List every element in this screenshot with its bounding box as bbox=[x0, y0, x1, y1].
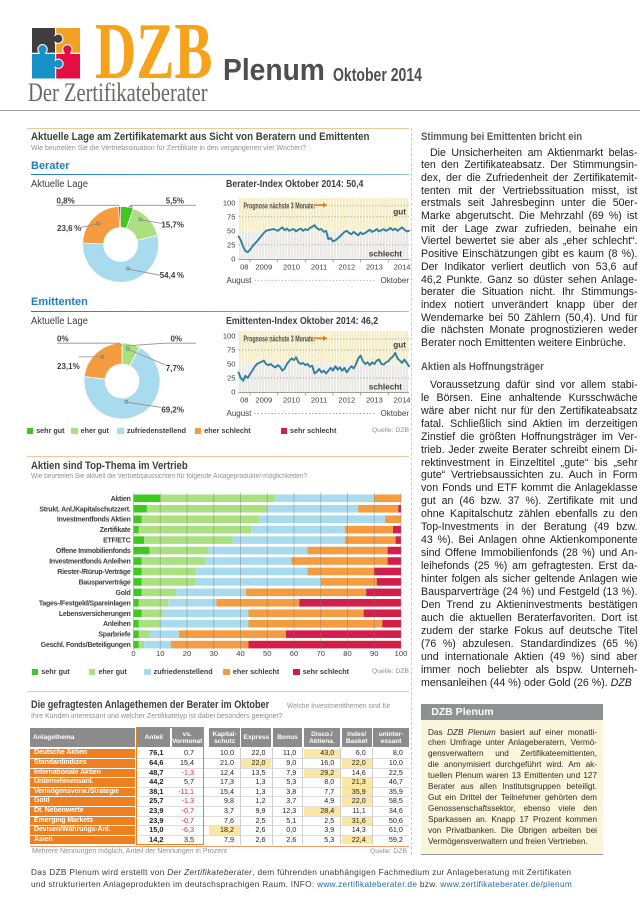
svg-text:20: 20 bbox=[183, 649, 191, 658]
svg-text:69,2%: 69,2% bbox=[161, 406, 184, 415]
svg-text:2010: 2010 bbox=[283, 262, 300, 271]
svg-text:100: 100 bbox=[223, 198, 236, 207]
svg-text:Zertifikate: Zertifikate bbox=[100, 527, 131, 534]
svg-text:0%: 0% bbox=[57, 334, 69, 343]
svg-text:Investmentfonds Anleihen: Investmentfonds Anleihen bbox=[49, 559, 130, 566]
svg-text:Riester-/Rürup-Verträge: Riester-/Rürup-Verträge bbox=[57, 569, 131, 576]
svg-text:gut: gut bbox=[393, 341, 406, 350]
svg-text:75: 75 bbox=[227, 212, 235, 221]
svg-text:75: 75 bbox=[227, 346, 235, 355]
svg-text:2011: 2011 bbox=[311, 396, 327, 405]
svg-text:Investmentfonds Aktien: Investmentfonds Aktien bbox=[57, 517, 131, 524]
svg-text:gut: gut bbox=[393, 207, 406, 216]
svg-text:23,1%: 23,1% bbox=[57, 362, 80, 371]
svg-text:schlecht: schlecht bbox=[369, 249, 402, 258]
svg-text:25: 25 bbox=[227, 374, 235, 383]
svg-text:2013: 2013 bbox=[366, 262, 383, 271]
svg-text:100: 100 bbox=[395, 649, 408, 658]
svg-text:70: 70 bbox=[317, 649, 325, 658]
svg-text:schlecht: schlecht bbox=[369, 383, 402, 392]
svg-text:50: 50 bbox=[263, 649, 271, 658]
svg-text:50: 50 bbox=[227, 226, 235, 235]
svg-text:08: 08 bbox=[240, 262, 248, 271]
svg-text:Gold: Gold bbox=[116, 590, 131, 597]
svg-text:2012: 2012 bbox=[338, 396, 355, 405]
svg-text:40: 40 bbox=[236, 649, 244, 658]
svg-text:60: 60 bbox=[290, 649, 298, 658]
svg-text:Strukt. Anl./Kapitalschutzzert: Strukt. Anl./Kapitalschutzzert. bbox=[39, 506, 130, 513]
svg-text:August: August bbox=[227, 276, 253, 285]
svg-text:0%: 0% bbox=[170, 334, 182, 343]
svg-text:August: August bbox=[227, 409, 253, 418]
svg-text:Geschl. Fonds/Beteiligungen: Geschl. Fonds/Beteiligungen bbox=[41, 642, 131, 649]
svg-text:5,5%: 5,5% bbox=[166, 197, 184, 206]
svg-text:25: 25 bbox=[227, 240, 235, 249]
svg-text:Prognose nächste 3 Monate:: Prognose nächste 3 Monate: bbox=[244, 201, 316, 210]
svg-text:54,4 %: 54,4 % bbox=[160, 271, 184, 280]
svg-text:Sparbriefe: Sparbriefe bbox=[98, 632, 130, 639]
svg-text:10: 10 bbox=[156, 649, 164, 658]
svg-text:Anleihen: Anleihen bbox=[103, 621, 131, 628]
svg-text:15,7%: 15,7% bbox=[161, 221, 184, 230]
svg-text:08: 08 bbox=[240, 396, 248, 405]
svg-text:90: 90 bbox=[370, 649, 378, 658]
svg-text:100: 100 bbox=[223, 332, 236, 341]
svg-text:2014: 2014 bbox=[394, 262, 411, 271]
svg-text:Offene Immobilienfonds: Offene Immobilienfonds bbox=[56, 548, 131, 555]
svg-text:Bausparverträge: Bausparverträge bbox=[79, 579, 131, 586]
svg-text:Aktien: Aktien bbox=[111, 496, 131, 503]
svg-text:Oktober: Oktober bbox=[381, 409, 410, 418]
svg-text:ETF/ETC: ETF/ETC bbox=[103, 538, 131, 545]
svg-text:80: 80 bbox=[343, 649, 351, 658]
svg-text:Lebensversicherungen: Lebensversicherungen bbox=[59, 611, 131, 618]
svg-text:2011: 2011 bbox=[311, 262, 327, 271]
svg-text:2009: 2009 bbox=[255, 262, 272, 271]
svg-text:Prognose nächste 3 Monate:: Prognose nächste 3 Monate: bbox=[244, 335, 316, 344]
svg-text:2012: 2012 bbox=[338, 262, 355, 271]
svg-text:30: 30 bbox=[210, 649, 218, 658]
svg-text:0: 0 bbox=[231, 254, 235, 263]
svg-text:23,6 %: 23,6 % bbox=[57, 224, 81, 233]
svg-text:50: 50 bbox=[227, 360, 235, 369]
svg-text:2014: 2014 bbox=[394, 396, 411, 405]
svg-text:0: 0 bbox=[131, 649, 135, 658]
svg-text:0,8%: 0,8% bbox=[57, 197, 75, 206]
svg-text:Oktober: Oktober bbox=[381, 276, 410, 285]
svg-text:2009: 2009 bbox=[255, 396, 272, 405]
svg-text:7,7%: 7,7% bbox=[166, 364, 184, 373]
svg-text:0: 0 bbox=[231, 388, 235, 397]
svg-text:2010: 2010 bbox=[283, 396, 300, 405]
svg-text:2013: 2013 bbox=[366, 396, 383, 405]
svg-text:Tages-/Festgeld/Spareinlagen: Tages-/Festgeld/Spareinlagen bbox=[39, 600, 131, 607]
